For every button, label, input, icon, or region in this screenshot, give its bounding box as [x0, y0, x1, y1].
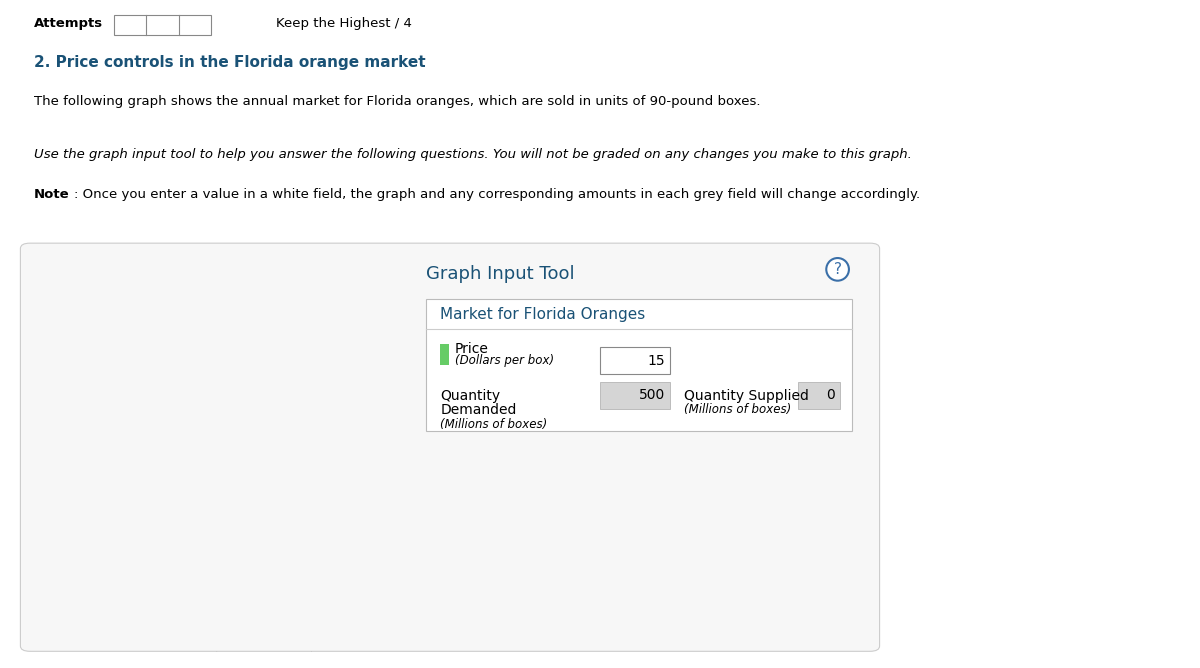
Text: ?: ? — [834, 262, 841, 277]
Y-axis label: PRICE (Dollars per box): PRICE (Dollars per box) — [29, 383, 38, 512]
Text: Graph Input Tool: Graph Input Tool — [426, 265, 575, 283]
Text: Use the graph input tool to help you answer the following questions. You will no: Use the graph input tool to help you ans… — [34, 148, 912, 161]
Text: Price: Price — [455, 342, 488, 355]
Text: (Dollars per box): (Dollars per box) — [455, 354, 554, 367]
Text: Market for Florida Oranges: Market for Florida Oranges — [440, 307, 646, 321]
Text: Quantity Supplied: Quantity Supplied — [684, 389, 809, 403]
Text: Supply: Supply — [239, 363, 282, 376]
Text: 500: 500 — [638, 389, 665, 402]
Text: 15: 15 — [647, 354, 665, 367]
Text: (Millions of boxes): (Millions of boxes) — [684, 403, 791, 416]
Text: (Millions of boxes): (Millions of boxes) — [440, 418, 547, 431]
X-axis label: QUANTITY (Millions of boxes): QUANTITY (Millions of boxes) — [154, 642, 314, 652]
Text: Quantity: Quantity — [440, 389, 500, 403]
Text: Note: Note — [34, 188, 70, 201]
Text: The following graph shows the annual market for Florida oranges, which are sold : The following graph shows the annual mar… — [34, 95, 760, 108]
Text: 0: 0 — [827, 389, 835, 402]
Text: Demand: Demand — [242, 478, 295, 491]
Text: : Once you enter a value in a white field, the graph and any corresponding amoun: : Once you enter a value in a white fiel… — [74, 188, 920, 201]
Text: 2. Price controls in the Florida orange market: 2. Price controls in the Florida orange … — [34, 55, 425, 69]
Text: Attempts: Attempts — [34, 17, 103, 29]
Text: Demanded: Demanded — [440, 403, 517, 418]
Text: Keep the Highest / 4: Keep the Highest / 4 — [276, 17, 412, 29]
